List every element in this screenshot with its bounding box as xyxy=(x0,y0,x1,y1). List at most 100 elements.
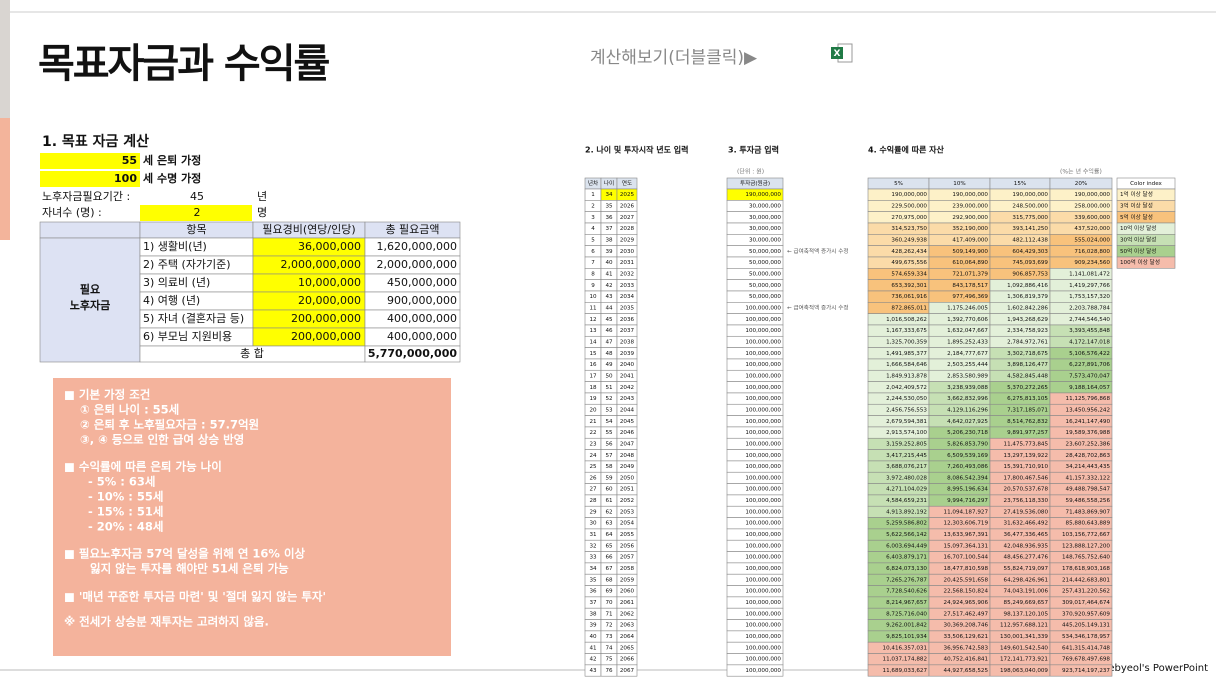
cell-text: 100 xyxy=(114,172,137,185)
cell-text: 3,688,076,217 xyxy=(886,464,927,470)
cell-text: 2028 xyxy=(620,226,635,232)
cell-text: 5) 자녀 (결혼자금 등) xyxy=(143,312,244,325)
cell xyxy=(726,664,784,677)
cell-text: 43 xyxy=(589,668,597,674)
cell-text: 214,442,683,801 xyxy=(1062,577,1110,583)
cell-text: 30,369,208,746 xyxy=(944,623,989,629)
cell-text: 1,491,985,377 xyxy=(886,351,927,357)
cell-text: 13,450,956,242 xyxy=(1066,407,1110,413)
cell-text: 72 xyxy=(605,623,612,629)
cell-text: 9,891,977,257 xyxy=(1007,430,1048,436)
cell-text: - 15% : 51세 xyxy=(88,505,164,519)
cell-text: 3,662,832,996 xyxy=(947,396,988,402)
cell-text: 10 xyxy=(589,294,597,300)
cell-text: 34 xyxy=(589,566,597,572)
cell-text: 13 xyxy=(589,328,597,334)
cell-text: 2,456,756,553 xyxy=(886,407,927,413)
cell-text: 100,000,000 xyxy=(745,657,781,663)
cell-text: 2,000,000,000 xyxy=(377,258,457,271)
cell-text: 64 xyxy=(605,532,613,538)
cell-text: 1,620,000,000 xyxy=(377,240,457,253)
cell-text: 977,496,369 xyxy=(952,294,988,300)
cell-text: 437,520,000 xyxy=(1074,226,1110,232)
cell-text: 31,632,466,492 xyxy=(1004,521,1048,527)
cell-text: 세 은퇴 가정 xyxy=(143,153,201,167)
cell-text: 40 xyxy=(605,260,613,266)
cell-text: 1,325,700,359 xyxy=(886,339,927,345)
cell-text: 35 xyxy=(589,577,597,583)
cell-text: 2059 xyxy=(620,577,635,583)
cell-text: 315,775,000 xyxy=(1012,215,1048,221)
cell-text: 57 xyxy=(605,453,613,459)
cell-text: 75 xyxy=(605,657,613,663)
cell-text: 400,000,000 xyxy=(387,330,457,343)
cell-text: 1억 이상 달성 xyxy=(1120,190,1153,198)
cell-text: 11 xyxy=(589,305,597,311)
cell-text: 4,642,027,925 xyxy=(947,419,988,425)
cell-text: 40 xyxy=(589,634,597,640)
cell-text: 4,584,659,231 xyxy=(886,498,927,504)
cell xyxy=(616,664,638,677)
cell-text: 178,618,903,168 xyxy=(1062,566,1110,572)
cell-text: 10% xyxy=(953,181,965,187)
cell-text: 4,271,104,029 xyxy=(886,487,927,493)
cell-text: 64,298,426,961 xyxy=(1004,577,1049,583)
cell-text: 2048 xyxy=(620,453,635,459)
cell-text: 67 xyxy=(605,566,613,572)
cell-text: 2040 xyxy=(620,362,635,368)
cell-text: 229,500,000 xyxy=(891,203,927,209)
cell-text: 42 xyxy=(589,657,596,663)
cell-text: 239,000,000 xyxy=(952,203,988,209)
cell-text: 1. 목표 자금 계산 xyxy=(42,133,149,150)
cell-text: 48 xyxy=(605,351,613,357)
cell-text: 45 xyxy=(190,190,204,203)
excel-icon[interactable]: X xyxy=(831,43,853,63)
cell-text: 30,000,000 xyxy=(749,203,781,209)
cell-text: 27,419,536,080 xyxy=(1004,509,1049,515)
cell-text: 1,943,268,629 xyxy=(1007,317,1048,323)
cell-text: 2,000,000,000 xyxy=(281,258,361,271)
cell-text: 3. 투자금 입력 xyxy=(728,145,779,155)
cell-text: 352,190,000 xyxy=(952,226,988,232)
cell-text: 1,602,842,286 xyxy=(1007,305,1048,311)
cell-text: 100,000,000 xyxy=(745,623,781,629)
cell-text: 190,000,000 xyxy=(745,192,781,198)
cell-text: 항목 xyxy=(186,223,206,236)
cell-text: 100,000,000 xyxy=(745,362,781,368)
cell-text: 18 xyxy=(589,385,597,391)
cell-text: ※ 전세가 상승분 재투자는 고려하지 않음. xyxy=(64,615,269,629)
cell-text: 1,092,886,416 xyxy=(1007,283,1048,289)
cell-text: 2,853,580,989 xyxy=(947,373,988,379)
cell-text: 총 합 xyxy=(240,347,264,360)
cell-text: 100,000,000 xyxy=(745,589,781,595)
cell-text: 5,826,853,790 xyxy=(947,441,988,447)
cell-text: 59 xyxy=(605,475,613,481)
cell-text: 65 xyxy=(605,543,613,549)
cell-text: 26 xyxy=(589,475,597,481)
cell-text: 190,000,000 xyxy=(952,192,988,198)
cell-text: 100,000,000 xyxy=(745,317,781,323)
cell-text: 574,659,334 xyxy=(891,271,927,277)
cell-text: 428,262,434 xyxy=(891,249,927,255)
cell-text: 40,752,416,841 xyxy=(944,657,989,663)
cell-text: 5억 이상 달성 xyxy=(1120,213,1153,221)
cell-text: 2043 xyxy=(620,396,635,402)
cell-text: 36,477,336,465 xyxy=(1004,532,1049,538)
cell-text: 13,297,139,922 xyxy=(1004,453,1048,459)
cell-text: 4 xyxy=(591,226,595,232)
cell-text: 172,141,773,921 xyxy=(1000,657,1048,663)
cell-text: 50,000,000 xyxy=(749,283,781,289)
cell-text: 8,725,716,040 xyxy=(886,611,927,617)
cell-text: 27,517,462,497 xyxy=(944,611,989,617)
cell-text: 509,149,900 xyxy=(952,249,988,255)
cell-text: 8,995,196,634 xyxy=(947,487,988,493)
cell-text: 2032 xyxy=(620,271,634,277)
cell-text: (단위 : 원) xyxy=(737,168,764,176)
cell-text: 20 xyxy=(589,407,597,413)
action-link[interactable]: 계산해보기(더블클릭)▶ xyxy=(590,48,758,68)
cell-text: 년 xyxy=(257,190,267,203)
cell-text: 24,924,965,906 xyxy=(944,600,989,606)
cell-text: 35 xyxy=(605,203,613,209)
cell-text: 50,000,000 xyxy=(749,260,781,266)
cell-text: 36,000,000 xyxy=(298,240,361,253)
